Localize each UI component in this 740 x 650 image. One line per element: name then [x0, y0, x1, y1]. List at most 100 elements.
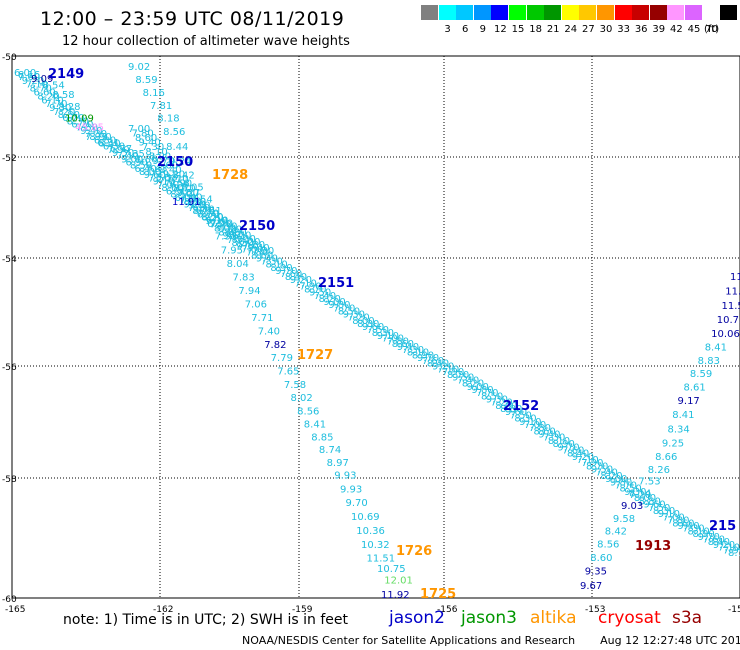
track-point-label: 8.70	[728, 548, 740, 559]
track-point-label: 7.80	[529, 423, 551, 434]
pass-number-label: 1728	[212, 168, 248, 183]
track-point-label: 8.30	[232, 238, 254, 249]
track-point-label: 8.80	[224, 228, 246, 239]
track-point-label: 8.80	[58, 110, 80, 121]
track-point-label: 9.00	[605, 474, 627, 485]
track-point-label: 6.70	[62, 113, 84, 124]
color-swatch	[702, 5, 720, 20]
longitude-label: -165	[5, 605, 25, 615]
track-point-label: 8.00	[495, 401, 517, 412]
track-point-label: 7.20	[491, 398, 513, 409]
credit-line: NOAA/NESDIS Center for Satellite Applica…	[242, 634, 740, 647]
wave-height-value: 8.34	[668, 424, 690, 435]
track-point-label: 9.10	[658, 509, 680, 520]
track-point-label: 8.10	[548, 436, 570, 447]
track-point-label: 6.70	[229, 231, 251, 242]
color-scale-tick: 42	[670, 24, 683, 35]
wave-height-value: 7.93	[85, 132, 107, 143]
track-point-label: 7.10	[26, 80, 48, 91]
color-swatch	[561, 5, 579, 20]
color-scale-tick: 39	[652, 24, 666, 35]
wave-height-value: 8.56	[297, 406, 319, 417]
latitude-label: -54	[2, 255, 17, 265]
pass-number-label: 2151	[318, 276, 354, 291]
wave-height-value: 8.44	[166, 142, 188, 153]
track-point-label: 9.20	[290, 275, 312, 286]
track-point-label: 9.40	[538, 430, 560, 441]
track-point-label: 7.10	[295, 278, 317, 289]
track-point-label: 8.70	[30, 84, 52, 95]
color-scale-tick: 12	[494, 24, 507, 35]
track-point-label: 8.60	[534, 426, 556, 437]
wave-height-value: 7.40	[258, 326, 280, 337]
track-point-label: 7.30	[402, 345, 424, 356]
track-point-label: 7.20	[347, 313, 369, 324]
track-point-label: 7.00	[241, 244, 263, 255]
track-point-label: 8.10	[687, 526, 709, 537]
track-point-label: 8.40	[427, 359, 449, 370]
pass-number-label: 2149	[48, 67, 84, 82]
track-point-label: 8.30	[372, 328, 394, 339]
track-point-label: 6.60	[197, 209, 219, 220]
track-point-label: 8.90	[149, 151, 171, 162]
track-point-label: 7.50	[367, 325, 389, 336]
track-point-label: 9.50	[309, 288, 331, 299]
track-point-label: 7.30	[252, 246, 274, 257]
wave-height-value: 8.54	[43, 81, 65, 92]
track-point-label: 9.20	[713, 540, 735, 551]
track-point-label: 7.90	[170, 179, 192, 190]
track-point-label: 6.00	[175, 193, 197, 204]
color-scale-unit: (ft)	[704, 24, 720, 35]
latitude-label: -56	[2, 363, 17, 373]
track-point-label: 9.60	[505, 407, 527, 418]
track-point-label: 7.70	[476, 388, 498, 399]
wave-height-value: 8.16	[143, 88, 165, 99]
wave-height-value: 7.58	[168, 179, 190, 190]
wave-height-value: 10.32	[361, 540, 390, 551]
track-point-label: 7.40	[116, 151, 138, 162]
wave-height-value: 11.92	[381, 590, 410, 601]
color-swatch	[685, 5, 702, 20]
track-point-label: 7.60	[179, 196, 201, 207]
wave-height-value: 9.35	[585, 567, 607, 578]
wave-height-value: 8.97	[327, 458, 349, 469]
track-point-label: 8.50	[481, 391, 503, 402]
track-point-label: 7.90	[299, 281, 321, 292]
units-note: note: 1) Time is in UTC; 2) SWH is in fe…	[63, 612, 349, 628]
credit-timestamp: Aug 12 12:27:48 UTC 2019	[600, 634, 740, 647]
track-point-label: 6.80	[94, 135, 116, 146]
wave-height-value: 7.83	[232, 273, 254, 284]
track-point-label: 9.70	[152, 156, 174, 167]
track-point-label: 9.30	[343, 310, 365, 321]
track-point-label: 7.20	[629, 490, 651, 501]
track-point-label: 9.80	[193, 204, 215, 215]
wave-height-value: 7.58	[284, 380, 306, 391]
wave-height-value: 8.56	[597, 539, 619, 550]
track-point-label: 8.70	[173, 183, 195, 194]
track-point-label: 6.30	[103, 142, 125, 153]
track-point-label: 9.70	[557, 442, 579, 453]
track-point-label: 6.20	[238, 237, 260, 248]
wave-height-value: 11.3	[725, 286, 740, 297]
wave-height-value: 11.51	[367, 554, 396, 565]
track-point-label: 9.30	[49, 103, 71, 114]
wave-height-value: 7.82	[264, 340, 286, 351]
track-point-label: 6.00	[14, 68, 36, 79]
track-point-label: 8.50	[338, 306, 360, 317]
track-point-label: 9.20	[183, 200, 205, 211]
track-point-label: 9.80	[610, 477, 632, 488]
track-point-label: 6.10	[41, 95, 63, 106]
track-point-label: 8.00	[634, 493, 656, 504]
satellite-legend-altika: altika	[530, 608, 577, 628]
longitude-label: -159	[292, 605, 313, 615]
track-point-label: 7.60	[703, 534, 725, 545]
track-point-label: 8.70	[304, 285, 326, 296]
pass-number-label: 1725	[420, 587, 456, 602]
track-point-label: 9.00	[121, 154, 143, 165]
track-point-label: 8.60	[135, 133, 157, 144]
color-swatch	[438, 5, 456, 20]
track-point-label: 6.20	[71, 119, 93, 130]
track-point-label: 9.40	[677, 521, 699, 532]
wave-height-value: 8.58	[52, 90, 74, 101]
track-point-label: 8.30	[514, 414, 536, 425]
